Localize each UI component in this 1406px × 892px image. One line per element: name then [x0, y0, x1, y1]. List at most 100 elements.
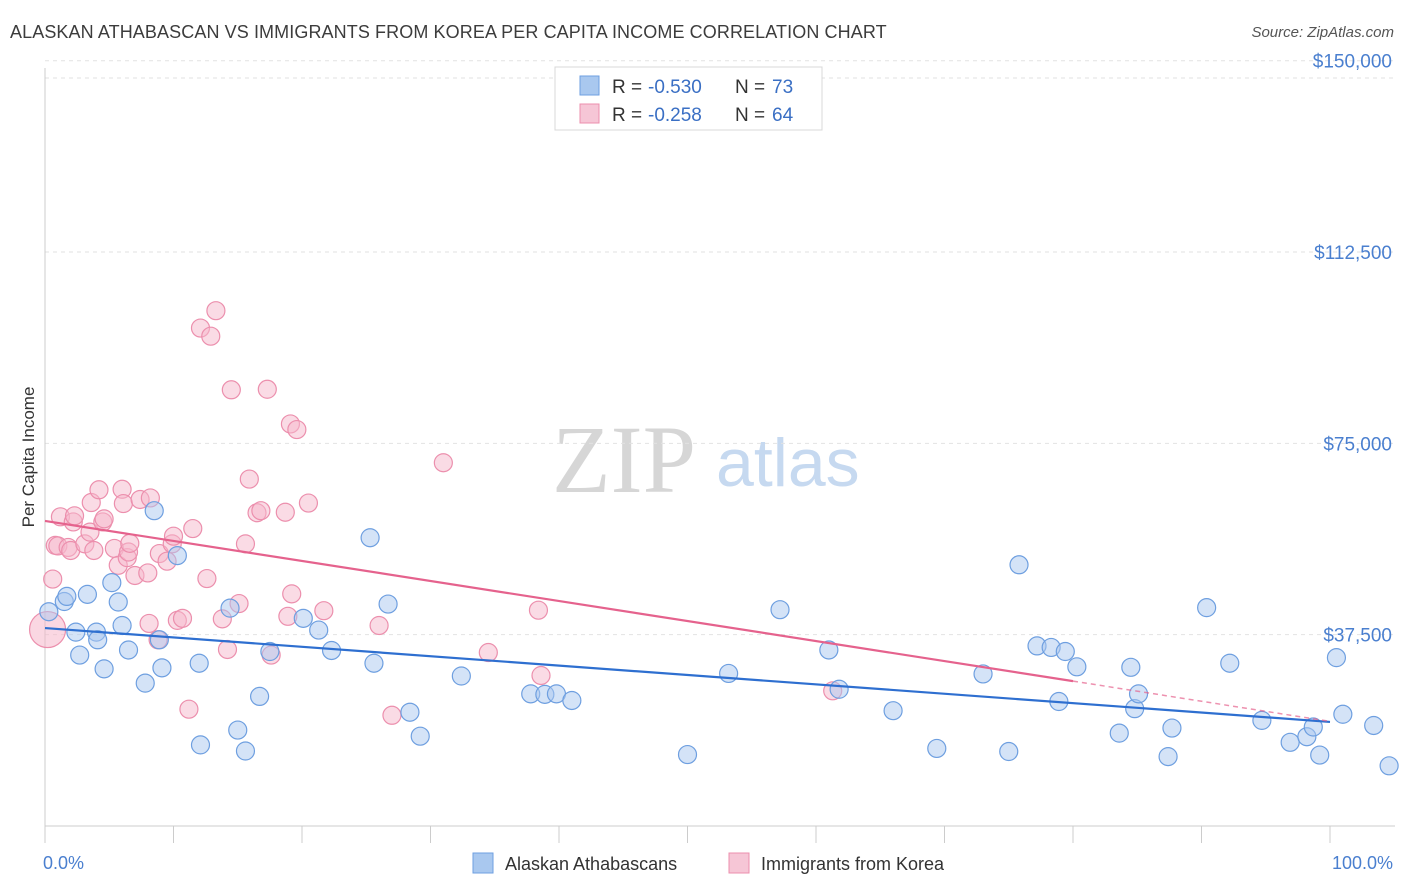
- athabascan-point: [220, 598, 240, 618]
- axes: [44, 68, 1395, 843]
- series-legend: Alaskan Athabascans Immigrants from Kore…: [472, 852, 945, 874]
- athabascan-point: [1067, 657, 1087, 677]
- athabascan-point: [378, 594, 398, 614]
- series-label-athabascans: Alaskan Athabascans: [505, 854, 677, 874]
- athabascan-point: [309, 620, 329, 640]
- athabascan-point: [102, 573, 122, 593]
- korea-point: [138, 563, 158, 583]
- korea-point: [282, 584, 302, 604]
- athabascan-point: [260, 641, 280, 662]
- athabascan-point: [1379, 756, 1399, 776]
- legend-n-label: N =: [735, 105, 765, 126]
- korea-point: [206, 301, 226, 321]
- korea-point: [179, 699, 199, 719]
- athabascan-point: [562, 690, 582, 711]
- athabascan-point: [829, 679, 849, 699]
- athabascan-point: [167, 545, 187, 566]
- chart-title: ALASKAN ATHABASCAN VS IMMIGRANTS FROM KO…: [10, 22, 887, 42]
- korea-point: [369, 615, 389, 636]
- athabascan-point: [719, 663, 739, 684]
- athabascan-point: [66, 622, 86, 642]
- athabascan-point: [927, 738, 947, 759]
- athabascan-point: [1252, 710, 1272, 730]
- korea-point: [89, 480, 109, 500]
- athabascan-point: [1220, 653, 1240, 673]
- athabascan-point: [400, 702, 420, 722]
- korea-point: [275, 502, 295, 522]
- legend: R = -0.530 N = 73 R = -0.258 N = 64: [554, 66, 823, 131]
- korea-point: [94, 509, 114, 529]
- x-tick-label: 0.0%: [43, 853, 84, 873]
- athabascan-point: [1055, 641, 1075, 662]
- athabascan-point: [94, 659, 114, 679]
- athabascan-point: [190, 735, 211, 755]
- series-swatch-pink: [728, 852, 750, 874]
- athabascan-point: [1364, 715, 1384, 736]
- athabascan-point: [410, 726, 430, 746]
- korea-point: [251, 501, 271, 521]
- korea-point: [217, 639, 238, 660]
- korea-point: [172, 608, 193, 628]
- korea-point: [287, 419, 307, 440]
- athabascan-point: [819, 640, 839, 660]
- athabascan-point: [973, 664, 993, 684]
- legend-r-label: R =: [612, 105, 642, 126]
- athabascan-point: [189, 653, 209, 673]
- y-tick-label: $37,500: [1323, 626, 1392, 647]
- korea-point: [201, 326, 221, 346]
- athabascan-point: [360, 528, 380, 548]
- korea-point: [183, 518, 203, 539]
- athabascan-point: [999, 741, 1019, 762]
- athabascan-trend-line: [44, 626, 1331, 724]
- athabascan-point: [70, 645, 90, 665]
- korea-point: [84, 540, 104, 561]
- korea-point: [314, 601, 334, 621]
- athabascan-point: [770, 600, 790, 620]
- athabascan-point: [677, 744, 698, 765]
- athabascan-point: [1162, 718, 1182, 738]
- source-credit: Source: ZipAtlas.com: [1251, 24, 1394, 41]
- athabascan-point: [144, 501, 164, 521]
- athabascan-point: [149, 630, 169, 650]
- korea-point: [531, 665, 551, 686]
- athabascan-point: [1121, 657, 1141, 677]
- athabascan-point: [1128, 684, 1149, 704]
- athabascan-point: [88, 630, 108, 650]
- korea-point: [197, 568, 217, 589]
- legend-n-value: 73: [772, 77, 793, 98]
- korea-point: [113, 493, 133, 514]
- series-swatch-blue: [472, 852, 494, 874]
- korea-point: [257, 379, 277, 399]
- athabascan-point: [152, 658, 172, 678]
- trend-lines: [44, 519, 1331, 724]
- athabascan-point: [235, 741, 256, 761]
- athabascan-point: [293, 608, 313, 628]
- series-label-korea: Immigrants from Korea: [761, 854, 945, 874]
- y-tick-label: $112,500: [1314, 243, 1392, 264]
- korea-point: [478, 642, 498, 663]
- athabascan-point: [249, 686, 270, 707]
- korea-trend-line: [44, 519, 1074, 683]
- legend-r-value: -0.258: [648, 105, 702, 126]
- athabascan-point: [1158, 747, 1178, 767]
- korea-point: [239, 469, 259, 489]
- korea-point: [43, 569, 63, 589]
- korea-point: [139, 613, 159, 634]
- y-tick-label: $150,000: [1313, 52, 1392, 73]
- korea-point: [120, 533, 140, 553]
- watermark-zip: ZIP: [552, 406, 696, 513]
- korea-point: [433, 453, 453, 473]
- legend-swatch-blue: [579, 75, 600, 96]
- y-axis-label: Per Capita Income: [19, 387, 38, 528]
- athabascan-point: [108, 592, 128, 612]
- tick-labels: $37,500 $75,000 $112,500 $150,000 0.0% 100.0%: [43, 52, 1393, 873]
- athabascan-point: [112, 615, 132, 636]
- athabascan-point: [1197, 598, 1217, 618]
- korea-point: [382, 705, 402, 725]
- korea-point: [64, 506, 85, 526]
- athabascan-point: [135, 673, 155, 693]
- athabascan-point: [1280, 732, 1300, 752]
- legend-r-label: R =: [612, 77, 642, 98]
- athabascan-point: [364, 653, 384, 673]
- legend-r-value: -0.530: [648, 77, 702, 98]
